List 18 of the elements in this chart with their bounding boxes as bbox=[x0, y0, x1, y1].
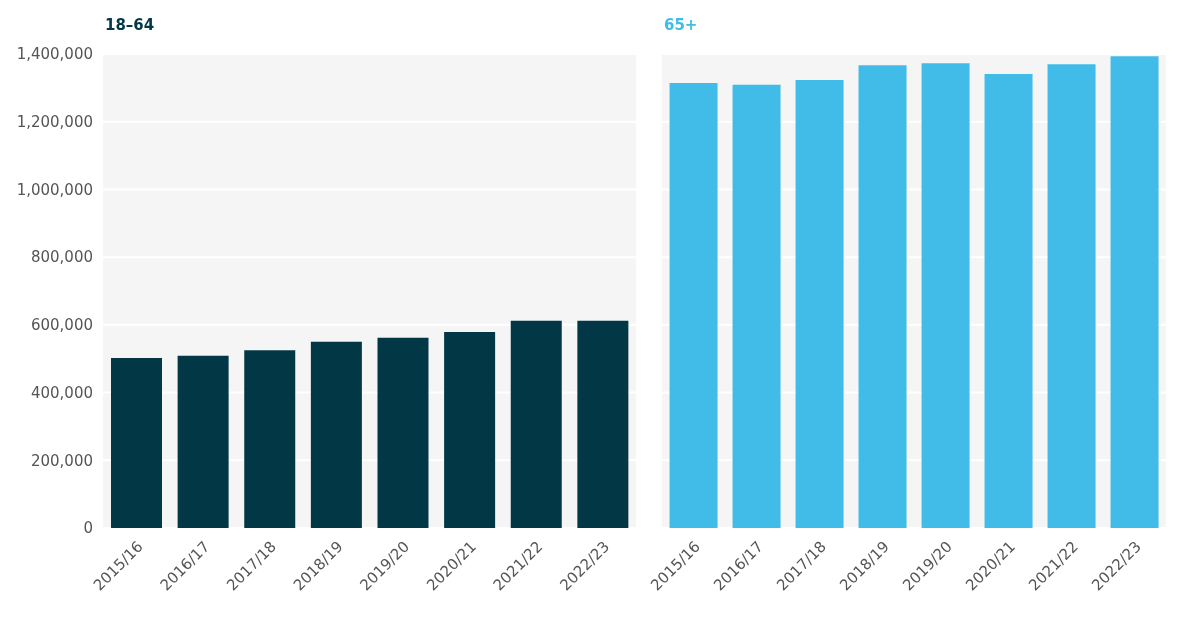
bar bbox=[669, 83, 718, 528]
y-tick-label: 0 bbox=[83, 519, 93, 538]
bar bbox=[732, 84, 781, 528]
bar bbox=[795, 80, 844, 528]
bar bbox=[858, 65, 907, 528]
y-tick-label: 1,000,000 bbox=[16, 180, 93, 199]
y-tick-label: 800,000 bbox=[30, 248, 93, 267]
y-tick-label: 200,000 bbox=[30, 451, 93, 470]
bar bbox=[921, 63, 970, 528]
y-tick-label: 1,400,000 bbox=[16, 45, 93, 64]
chart-title: 18–64 bbox=[105, 16, 155, 34]
bar bbox=[1047, 64, 1096, 528]
y-tick-label: 600,000 bbox=[30, 316, 93, 335]
y-tick-label: 400,000 bbox=[30, 383, 93, 402]
bar bbox=[984, 73, 1033, 528]
chart-title: 65+ bbox=[664, 16, 698, 34]
bar bbox=[1110, 56, 1159, 528]
y-tick-label: 1,200,000 bbox=[16, 113, 93, 132]
